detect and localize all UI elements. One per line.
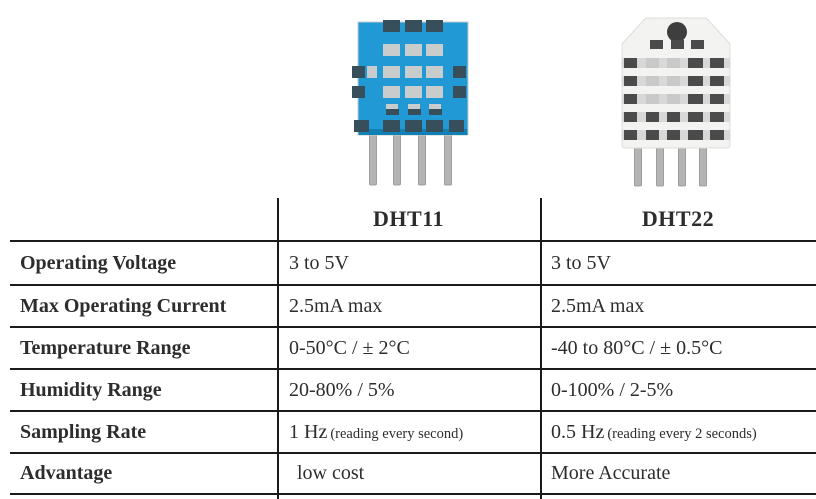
sampling-rate-value: 1 Hz	[289, 420, 328, 443]
dht22-value: -40 to 80°C / ± 0.5°C	[551, 336, 723, 359]
dht11-value: 2.5mA max	[289, 294, 383, 317]
sampling-rate-note: (reading every 2 seconds)	[607, 425, 757, 442]
dht11-value: 0-50°C / ± 2°C	[289, 336, 410, 359]
dht22-pins	[634, 147, 707, 187]
row-label: Sampling Rate	[20, 420, 147, 443]
table-border-line	[10, 410, 816, 412]
dht22-value: 3 to 5V	[551, 251, 611, 274]
dht11-value: 3 to 5V	[289, 251, 349, 274]
dht11-value: low cost	[297, 462, 365, 484]
table-row-advantage: Advantage low cost More Accurate	[0, 454, 816, 493]
dht22-mounting-hole	[667, 22, 687, 42]
row-label: Max Operating Current	[20, 294, 227, 317]
table-border-line	[10, 240, 816, 242]
dht22-sensor-icon	[621, 17, 731, 187]
row-label: Operating Voltage	[20, 251, 177, 274]
table-border-line	[10, 493, 816, 495]
table-row-max-operating-current: Max Operating Current 2.5mA max 2.5mA ma…	[0, 286, 816, 326]
row-label: Advantage	[20, 462, 113, 484]
table-row-sampling-rate: Sampling Rate 1 Hz (reading every second)…	[0, 412, 816, 452]
table-row-temperature-range: Temperature Range 0-50°C / ± 2°C -40 to …	[0, 328, 816, 368]
table-border-line	[10, 368, 816, 370]
dht22-value: More Accurate	[551, 462, 671, 484]
dht22-value: 0.5 Hz (reading every 2 seconds)	[540, 421, 816, 444]
table-row-operating-voltage: Operating Voltage 3 to 5V 3 to 5V	[0, 242, 816, 284]
dht22-vent-grid	[624, 40, 724, 140]
dht22-value: 0-100% / 2-5%	[551, 378, 674, 401]
sampling-rate-note: (reading every second)	[330, 425, 464, 442]
table-column-divider	[540, 198, 542, 499]
dht22-value: 2.5mA max	[551, 294, 645, 317]
table-row-humidity-range: Humidity Range 20-80% / 5% 0-100% / 2-5%	[0, 370, 816, 410]
table-border-line	[10, 284, 816, 286]
row-label: Temperature Range	[20, 336, 191, 359]
table-border-line	[10, 326, 816, 328]
sampling-rate-value: 0.5 Hz	[551, 420, 605, 443]
dht11-vent-grid	[352, 20, 466, 132]
table-column-divider	[277, 198, 279, 499]
dht11-value: 20-80% / 5%	[289, 378, 395, 401]
dht11-body	[357, 21, 469, 136]
dht11-pins	[369, 134, 452, 186]
table-header-row: DHT11 DHT22	[0, 198, 816, 240]
dht11-sensor-icon	[352, 20, 469, 186]
table-border-line	[10, 452, 816, 454]
row-label: Humidity Range	[20, 378, 162, 401]
column-header-dht22: DHT22	[641, 206, 715, 231]
column-header-dht11: DHT11	[373, 206, 444, 231]
dht11-value: 1 Hz (reading every second)	[277, 421, 540, 444]
